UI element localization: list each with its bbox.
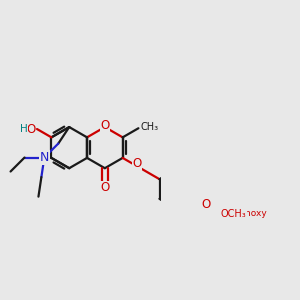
Text: OCH₃: OCH₃	[220, 209, 246, 219]
Text: O: O	[100, 182, 110, 194]
Text: O: O	[100, 119, 110, 132]
Text: N: N	[40, 151, 49, 164]
Text: CH₃: CH₃	[140, 122, 158, 132]
Text: H: H	[20, 124, 28, 134]
Text: methoxy: methoxy	[226, 209, 266, 218]
Text: O: O	[26, 122, 35, 136]
Text: O: O	[133, 157, 142, 170]
Text: O: O	[201, 198, 210, 211]
